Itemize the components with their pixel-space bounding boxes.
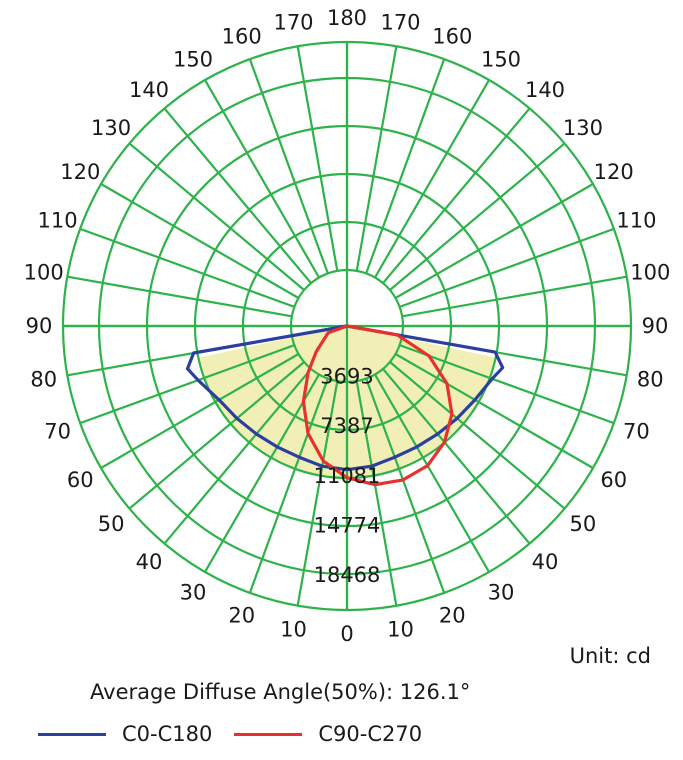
grid-spoke [401,275,627,318]
grid-spoke [399,344,615,425]
angle-label-right: 20 [439,603,466,627]
radial-tick-label: 11081 [314,464,381,488]
angle-label-left: 20 [228,603,255,627]
grid-spoke [296,46,339,272]
angle-label-left: 120 [60,160,100,184]
radial-tick-label: 18468 [314,563,381,587]
angle-label-bottom: 0 [340,622,353,646]
legend-label-c0-c180: C0-C180 [122,722,213,746]
legend-label-c90-c270: C90-C270 [318,722,423,746]
angle-label-left: 60 [67,468,94,492]
series-line-c90-c270 [301,324,454,487]
grid-spoke [296,380,339,606]
radial-tick-label: 7387 [320,414,373,438]
grid-spoke [389,361,566,510]
angle-label-right: 100 [630,261,670,285]
grid-spoke [365,58,446,274]
grid-spoke [163,368,312,545]
grid-spoke [79,227,295,308]
grid-spoke [128,142,305,291]
grid-spoke [204,79,320,279]
series-line-c0-c180 [185,324,505,472]
legend-item-c90-c270: C90-C270 [234,722,422,746]
angle-label-right: 50 [570,512,597,536]
radial-tick-label: 3693 [320,365,373,389]
unit-label: Unit: cd [569,644,651,668]
angle-label-left: 170 [273,11,313,35]
legend-swatch-c0-c180 [38,732,106,736]
series-layer [185,324,505,487]
grid-spoke [399,227,615,308]
angle-label-right: 110 [616,209,656,233]
grid-spoke [355,46,398,272]
angle-label-right: 60 [600,468,627,492]
grid-spoke [248,378,329,594]
grid-spoke [382,368,531,545]
grid-spoke [248,58,329,274]
angle-label-left: 80 [30,368,57,392]
grid-spoke [374,373,490,573]
grid-spoke [100,353,300,469]
grid-spoke [365,378,446,594]
angle-label-left: 100 [24,261,64,285]
grid-spoke [100,183,300,299]
grid-spoke [355,380,398,606]
grid-spoke [204,373,320,573]
grid-spoke [394,353,594,469]
angle-label-right: 10 [387,617,414,641]
grid-spoke [389,142,566,291]
grid-spoke [67,275,293,318]
angle-label-left: 50 [98,512,125,536]
grid-spoke [394,183,594,299]
grid-spoke [382,107,531,284]
grid-spoke [128,361,305,510]
angle-label-left: 130 [91,116,131,140]
angle-label-left: 40 [136,550,163,574]
average-diffuse-angle: Average Diffuse Angle(50%): 126.1° [90,680,471,704]
angle-label-right: 80 [637,368,664,392]
angle-label-left: 70 [44,419,71,443]
legend-item-c0-c180: C0-C180 [38,722,212,746]
angle-label-left: 140 [129,78,169,102]
angle-label-left: 10 [280,617,307,641]
radial-tick-label: 14774 [314,513,381,537]
grid-spoke [374,79,490,279]
angle-label-right: 70 [623,419,650,443]
angle-label-left: 90 [26,314,53,338]
angle-label-right: 140 [525,78,565,102]
angle-label-right: 150 [481,47,521,71]
angle-label-right: 30 [488,581,515,605]
angle-label-right: 40 [532,550,559,574]
grid-spoke [163,107,312,284]
angle-label-left: 30 [180,581,207,605]
angle-label-right: 170 [380,11,420,35]
angle-label-left: 160 [222,25,262,49]
legend: C0-C180 C90-C270 [38,722,444,746]
angle-label-right: 130 [563,116,603,140]
angle-label-left: 110 [38,209,78,233]
angle-label-right: 90 [642,314,669,338]
angle-label-right: 160 [432,25,472,49]
legend-swatch-c90-c270 [234,732,303,736]
angle-label-left: 150 [173,47,213,71]
grid-spoke [79,344,295,425]
angle-label-right: 120 [594,160,634,184]
angle-label-top: 180 [327,6,367,30]
